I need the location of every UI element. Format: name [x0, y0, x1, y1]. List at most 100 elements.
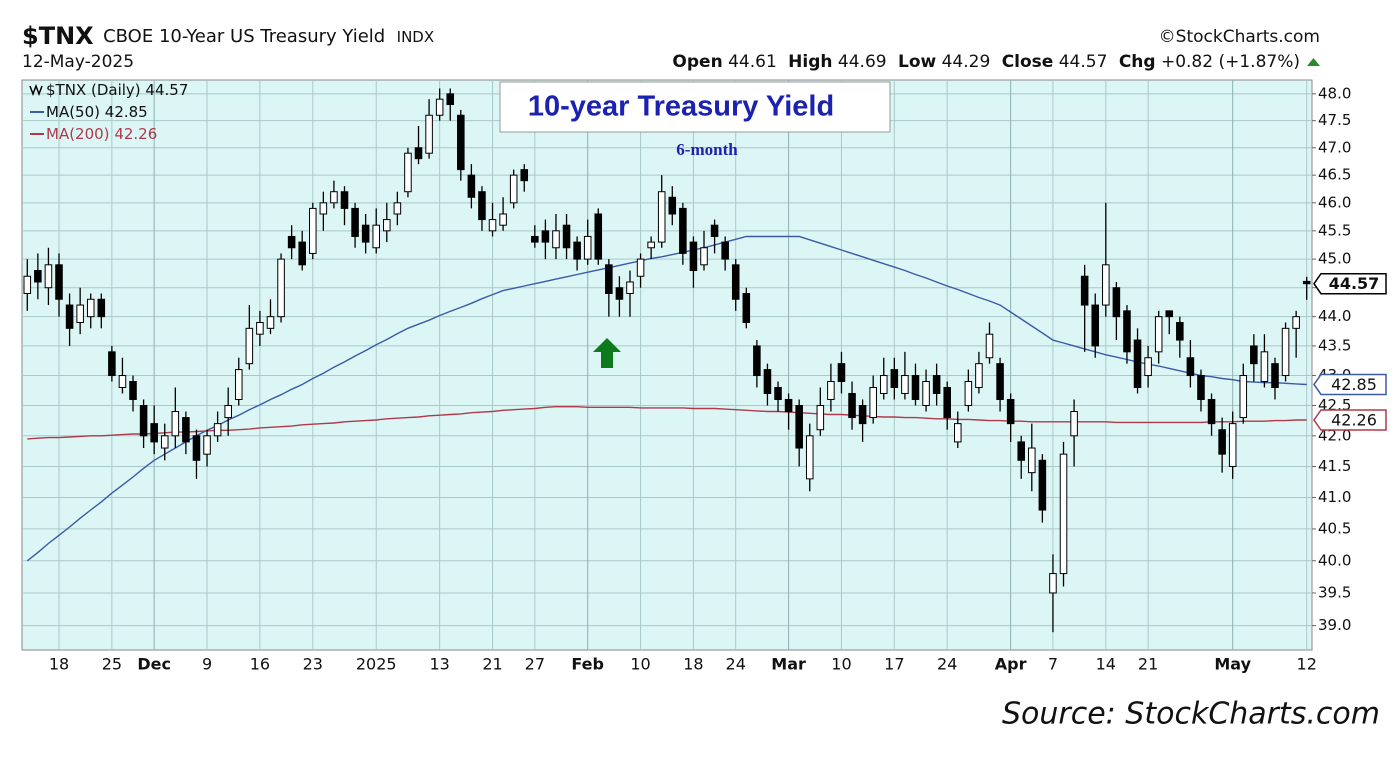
chart-title: 10-year Treasury Yield: [528, 91, 834, 123]
legend-icon: [29, 83, 43, 97]
candle-body: [1144, 357, 1152, 377]
candle-body: [234, 369, 243, 400]
candle-body: [171, 411, 180, 437]
candle-body: [277, 258, 285, 318]
change: +0.82: [1161, 52, 1213, 72]
candle-body: [446, 93, 455, 106]
legend-name: $TNX (Daily): [46, 81, 141, 99]
y-tick-label: 47.0: [1318, 138, 1351, 156]
candle-body: [1070, 411, 1078, 437]
candle-body: [1049, 573, 1057, 594]
x-tick-label: 23: [303, 655, 323, 674]
x-tick-label: 7: [1048, 655, 1058, 674]
candle-body: [86, 298, 95, 318]
candle-body: [657, 191, 666, 243]
candle-body: [203, 435, 211, 455]
candle-body: [1017, 441, 1025, 461]
candle-body: [34, 270, 42, 283]
value-box: [1313, 272, 1387, 295]
candle-body: [383, 219, 391, 232]
y-tick-label: 45.0: [1318, 250, 1351, 268]
legend-value: 44.57: [145, 81, 188, 99]
candle-body: [23, 275, 32, 294]
candle-body: [541, 230, 550, 243]
candle-body: [890, 369, 899, 388]
candle-body: [266, 316, 275, 329]
candle-body: [1186, 357, 1195, 377]
open-label: Open: [672, 52, 722, 72]
y-tick-label: 43.5: [1318, 336, 1351, 354]
candle-body: [414, 147, 423, 160]
candle-body: [1281, 327, 1290, 377]
y-tick-label: 46.5: [1318, 166, 1351, 184]
open-value: 44.61: [728, 52, 777, 72]
candle-body: [108, 351, 116, 377]
y-tick-label: 41.5: [1318, 457, 1351, 475]
y-tick-label: 41.0: [1318, 488, 1351, 506]
candle-body: [224, 404, 232, 419]
candle-body: [742, 292, 751, 323]
close-label: Close: [1002, 52, 1054, 72]
x-tick-label: 18: [683, 655, 703, 674]
candle-body: [330, 191, 338, 204]
y-tick-label: 39.0: [1318, 616, 1351, 634]
candle-body: [1038, 459, 1047, 511]
candle-body: [1239, 375, 1248, 419]
candle-body: [1028, 447, 1036, 474]
candle-body: [1059, 453, 1068, 575]
candle-body: [361, 224, 370, 243]
candle-body: [1218, 429, 1226, 455]
legend-entry: $TNX (Daily) 44.57: [46, 81, 188, 99]
candle-body: [520, 169, 529, 182]
x-tick-label: 24: [726, 655, 746, 674]
candle-body: [837, 363, 846, 383]
candle-body: [911, 375, 920, 400]
y-tick-label: 40.0: [1318, 551, 1351, 569]
candle-body: [118, 375, 127, 388]
instrument-name: CBOE 10-Year US Treasury Yield: [103, 26, 385, 47]
change-pct: (+1.87%): [1218, 52, 1300, 72]
candle-body: [1176, 321, 1184, 341]
candle-body: [943, 386, 951, 419]
candle-body: [552, 230, 560, 249]
candle-body: [774, 386, 782, 400]
candle-body: [425, 114, 433, 154]
candle-body: [805, 435, 814, 480]
ma-line: [27, 406, 1307, 440]
candle-body: [731, 264, 740, 300]
y-tick-label: 42.0: [1318, 426, 1351, 444]
x-tick-label: 12: [1297, 655, 1317, 674]
x-tick-label: 14: [1096, 655, 1116, 674]
candle-body: [816, 404, 825, 431]
candle-body: [689, 241, 698, 272]
candle-body: [351, 207, 359, 237]
candle-body: [319, 202, 328, 215]
candle-body: [1302, 280, 1311, 285]
y-tick-label: 40.5: [1318, 519, 1351, 537]
candle-body: [435, 98, 444, 116]
candle-body: [139, 404, 148, 437]
candle-body: [467, 174, 476, 198]
x-tick-label: Dec: [137, 655, 171, 674]
plot-area: [21, 79, 1313, 651]
candle-body: [721, 241, 729, 260]
candle-body: [932, 375, 941, 394]
y-tick-label: 39.5: [1318, 583, 1351, 601]
candle-body: [478, 191, 486, 221]
legend-entry: MA(200) 42.26: [46, 125, 157, 143]
candle-body: [372, 224, 380, 249]
candle-body: [298, 241, 306, 266]
low-value: 44.29: [942, 52, 991, 72]
x-tick-label: 24: [937, 655, 957, 674]
candle-body: [1228, 423, 1237, 467]
candle-body: [626, 281, 634, 294]
candle-body: [964, 381, 973, 406]
candle-body: [55, 264, 63, 300]
candle-body: [256, 321, 264, 335]
candle-body: [583, 235, 592, 260]
value-box-label: 42.85: [1331, 375, 1377, 394]
x-tick-label: May: [1214, 655, 1251, 674]
candle-body: [287, 235, 296, 249]
candle-body: [901, 375, 909, 394]
